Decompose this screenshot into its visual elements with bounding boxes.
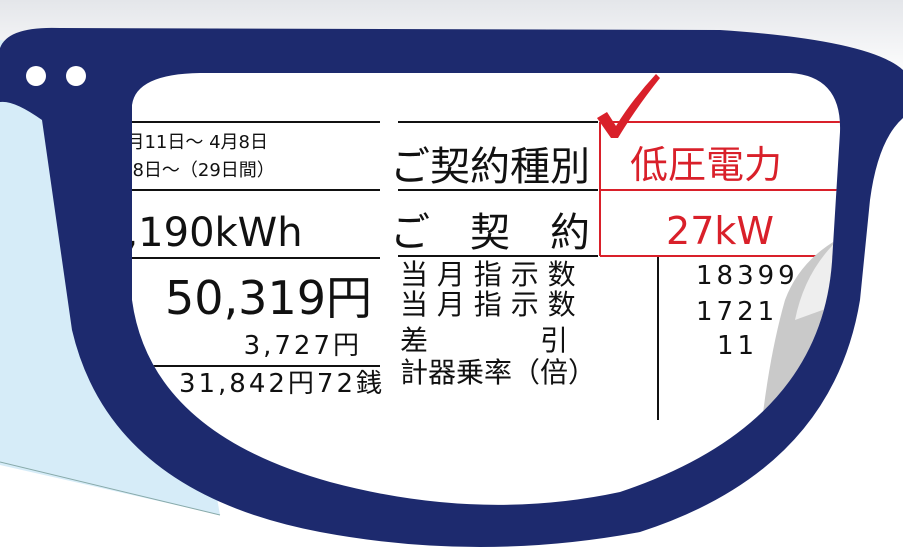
contract: 27kW (666, 209, 774, 253)
label: ご 契 約 (390, 210, 590, 256)
frame-dot (66, 66, 86, 86)
amount: 50,319円 (165, 271, 372, 325)
table-lines (132, 121, 659, 420)
period: 3月11日～ 4月8日 (115, 132, 268, 153)
usage: 1,190kWh (100, 210, 303, 256)
meter-label: 差 引 (400, 324, 568, 357)
contract-type: 低圧電力 (630, 143, 782, 187)
check-mark (597, 74, 660, 138)
period: 4月8日～（29日間） (103, 160, 275, 181)
meter-label: 当 月 指 示 数 (400, 258, 576, 291)
frame-dot (26, 66, 46, 86)
lens-bg (132, 73, 841, 505)
meter-label: 計器乗率（倍） (400, 356, 596, 389)
meter-value: 11 (717, 331, 758, 361)
glasses-frame (0, 27, 903, 548)
tax: 3,727円 (244, 331, 362, 361)
subtotal: 31,842円72銭 (179, 369, 385, 399)
bill-content: 3月11日～ 4月8日 4月8日～（29日間） 1,190kWh 50,319円… (100, 73, 841, 505)
paper-edge (0, 461, 221, 516)
label: ご契約種別 (390, 144, 590, 190)
red-lines (599, 121, 840, 257)
meter-label: 当 月 指 示 数 (400, 288, 576, 321)
meter-value: 18399 (696, 261, 799, 291)
meter-value: 1721 (696, 297, 778, 327)
